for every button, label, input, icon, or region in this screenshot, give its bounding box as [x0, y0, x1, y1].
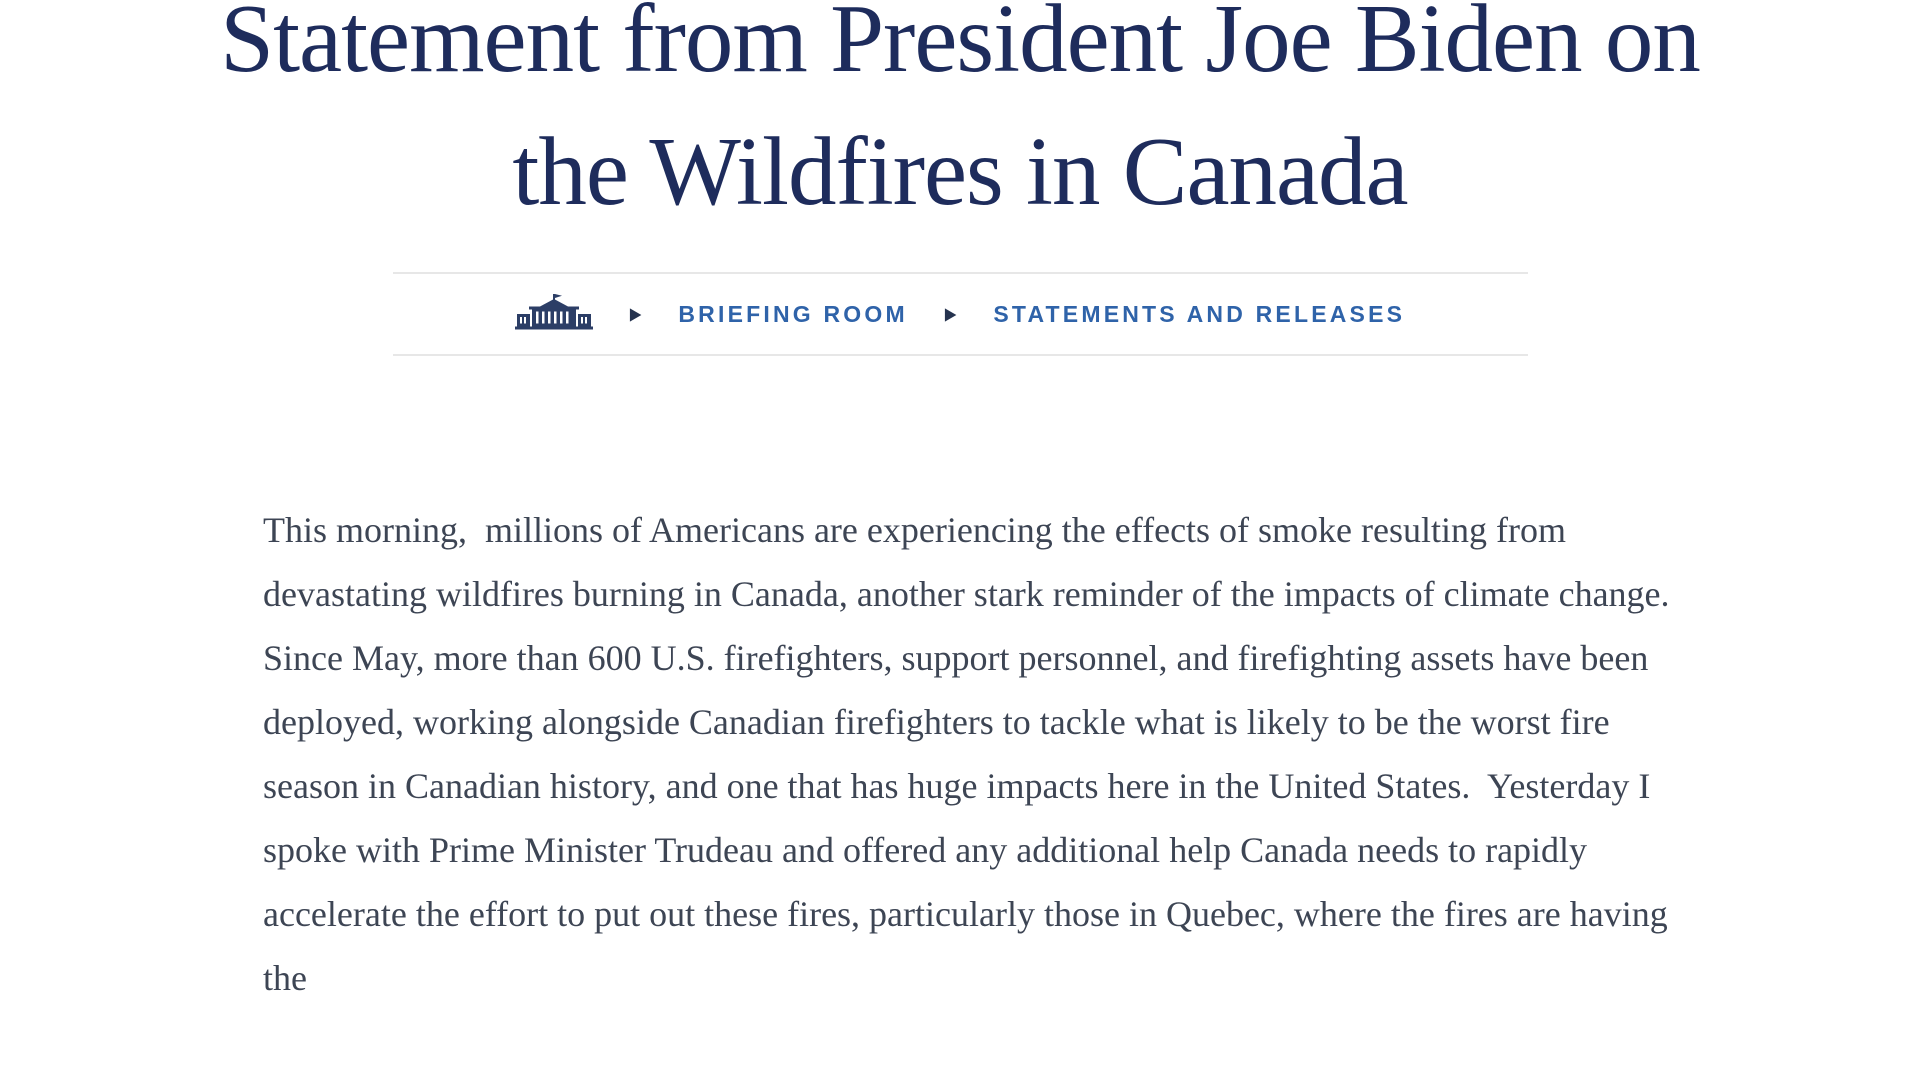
page-title-line-1: Statement from President Joe Biden on: [220, 0, 1701, 92]
statement-page: Statement from President Joe Biden on th…: [0, 0, 1920, 1010]
page-title-line-2: the Wildfires in Canada: [512, 118, 1408, 225]
page-title: Statement from President Joe Biden on th…: [0, 0, 1920, 238]
statement-body: This morning, millions of Americans are …: [263, 498, 1671, 1010]
breadcrumb-statements-and-releases[interactable]: STATEMENTS AND RELEASES: [993, 300, 1406, 327]
statement-paragraph: This morning, millions of Americans are …: [263, 510, 1688, 998]
breadcrumb: ▶ BRIEFING ROOM ▶ STATEMENTS AND RELEASE…: [392, 272, 1528, 356]
whitehouse-icon: [514, 294, 593, 334]
chevron-right-icon: ▶: [944, 303, 957, 324]
home-link[interactable]: [514, 294, 593, 334]
chevron-right-icon: ▶: [629, 303, 642, 324]
breadcrumb-briefing-room[interactable]: BRIEFING ROOM: [678, 300, 908, 327]
